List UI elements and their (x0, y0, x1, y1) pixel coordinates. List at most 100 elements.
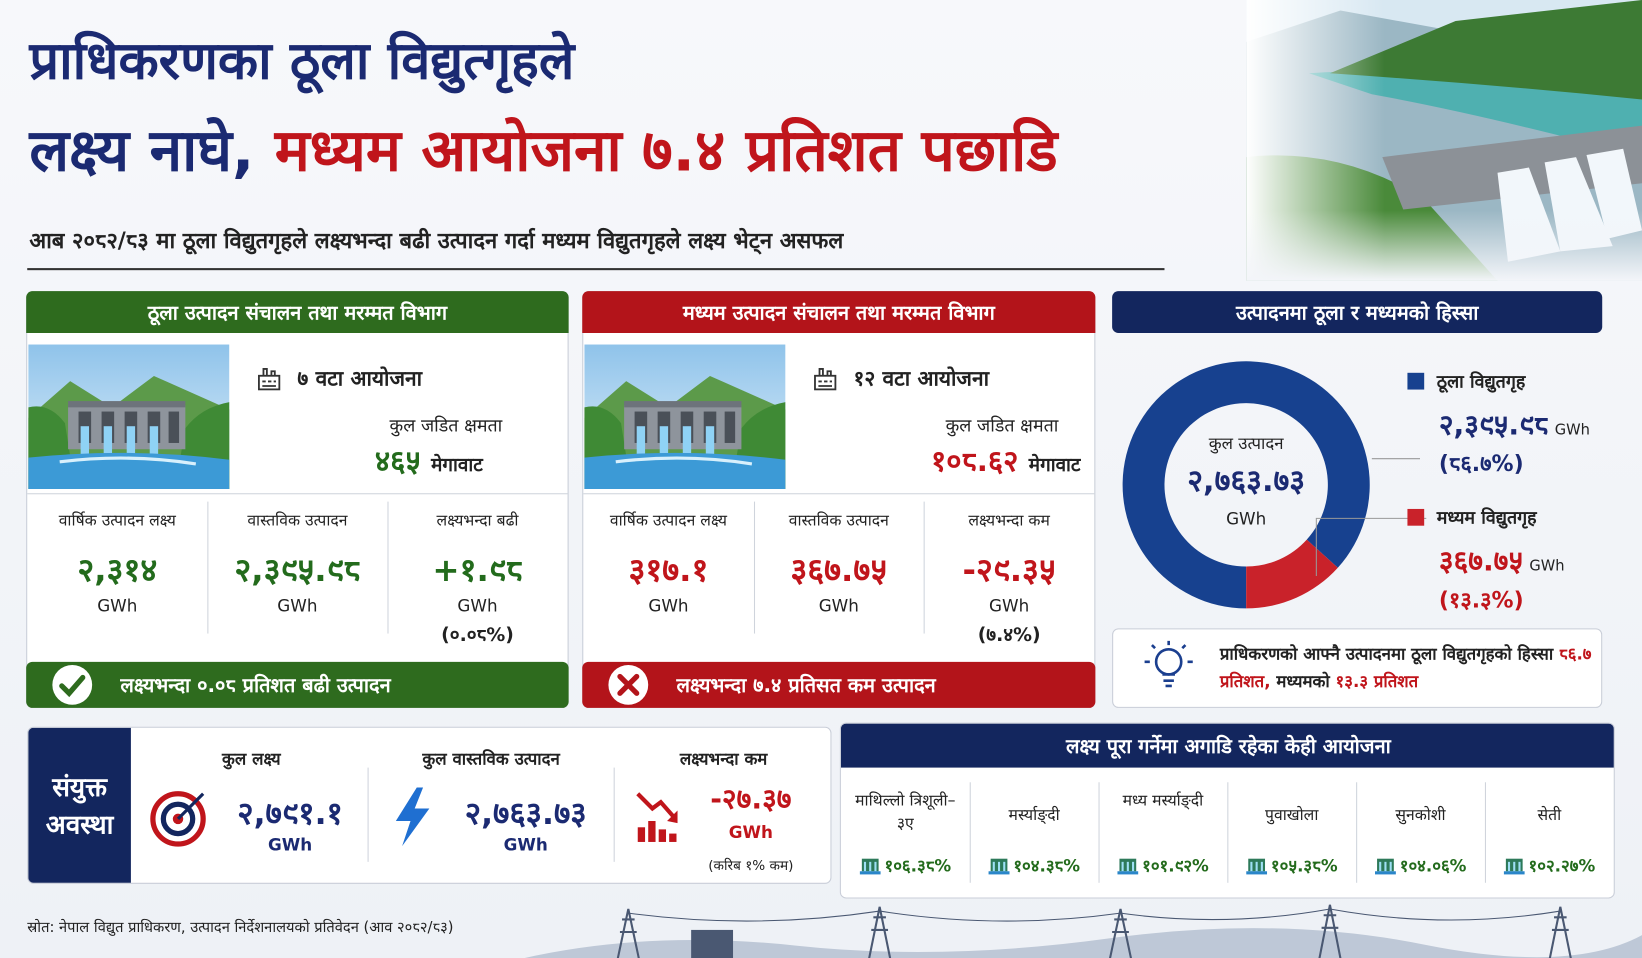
column-separator (1098, 782, 1100, 883)
dam-glyph (1116, 858, 1138, 875)
project-row: १०२.२७% (1485, 853, 1614, 876)
projects-count: ७ वटा आयोजना (297, 365, 423, 391)
center-label: कुल उत्पादन (1209, 433, 1284, 454)
projects-row: १२ वटा आयोजना (812, 363, 989, 391)
item-note: (करिब १% कम) (708, 858, 794, 875)
plant-glyph (814, 367, 837, 390)
capacity-label: कुल जडित क्षमता (945, 415, 1059, 437)
column-separator (207, 501, 209, 634)
amount-unit: GWh (1529, 558, 1564, 575)
legend-label: मध्यम विद्युतगृह (1436, 507, 1538, 530)
dam-glyph (988, 858, 1010, 875)
stat-value: +१.९८ (432, 551, 523, 590)
cross-badge (608, 664, 649, 705)
project-value: १०२.२७% (1528, 855, 1596, 876)
project-name: सेती (1537, 805, 1562, 825)
badge-glyph (617, 673, 640, 696)
project-name: मध्य मर्स्याङ्दी (1122, 790, 1204, 810)
stat-label: वास्तविक उत्पादन (788, 511, 889, 530)
capacity-unit: मेगावाट (431, 454, 483, 477)
stat-unit: GWh (277, 595, 318, 616)
combined-label: संयुक्त अवस्था (28, 727, 131, 883)
legend-swatch (1407, 508, 1425, 526)
dam-icon (988, 858, 1010, 875)
column-separator (969, 782, 971, 883)
stat-unit: GWh (989, 595, 1030, 616)
stat-value: २,३१४ (77, 551, 158, 590)
dam-photo (28, 344, 230, 490)
project-row: १०६.३८% (841, 853, 970, 876)
dam-glyph (1503, 858, 1525, 875)
panel: ठूला उत्पादन संचालन तथा मरम्मत विभाग ७ वट… (26, 291, 569, 708)
panel-footer: लक्ष्यभन्दा ०.०८ प्रतिशत बढी उत्पादन (26, 661, 569, 708)
center-unit: GWh (1226, 509, 1266, 529)
dam-icon (1116, 858, 1138, 875)
stat-note: (७.४%) (977, 624, 1041, 647)
hero-photo (1246, 0, 1642, 281)
capacity-row: ४६५ मेगावाट (375, 441, 483, 481)
footer-text: लक्ष्यभन्दा ७.४ प्रतिसत कम उत्पादन (676, 674, 936, 698)
capacity-value: १०८.६२ (930, 444, 1019, 479)
project-name: माथिल्लो त्रिशूली–३ए (855, 790, 956, 833)
item-value: -२७.३७ (710, 783, 792, 816)
item-label: कुल वास्तविक उत्पादन (422, 748, 560, 769)
project-row: १०१.९२% (1099, 853, 1228, 876)
dam-image (584, 344, 786, 490)
note-part: प्राधिकरणको आफ्नै उत्पादनमा ठूला विद्युत… (1219, 644, 1554, 664)
bulb-icon (1144, 640, 1193, 688)
item-unit: GWh (267, 834, 313, 855)
panel-header: ठूला उत्पादन संचालन तथा मरम्मत विभाग (26, 291, 569, 334)
title-part: लक्ष्य नाघे, (29, 117, 255, 186)
legend-percent: (८६.७%) (1439, 452, 1524, 477)
dam-photo (584, 344, 786, 490)
legend-percent: (१३.३%) (1439, 588, 1524, 613)
plant-icon (258, 367, 281, 390)
note-text: प्राधिकरणको आफ्नै उत्पादनमा ठूला विद्युत… (1220, 641, 1601, 695)
dam-icon (1374, 858, 1396, 875)
share-header: उत्पादनमा ठूला र मध्यमको हिस्सा (1112, 291, 1603, 334)
decline-icon (636, 792, 678, 842)
target-icon (150, 791, 206, 847)
project-name: सुनकोशी (1395, 805, 1446, 825)
column-separator (1227, 782, 1229, 883)
project-value: १०४.०६% (1399, 855, 1467, 876)
item-value: २,७९१.१ (237, 795, 343, 833)
check-badge (52, 664, 93, 705)
capacity-value: ४६५ (374, 444, 421, 479)
project-name: पुवाखोला (1265, 805, 1319, 825)
subtitle: आब २०८२/८३ मा ठूला विद्युतगृहले लक्ष्यभन… (29, 228, 844, 254)
dam-icon (1245, 858, 1267, 875)
pylons (524, 904, 1642, 958)
panel-header: मध्यम उत्पादन संचालन तथा मरम्मत विभाग (582, 291, 1096, 334)
footer-text: लक्ष्यभन्दा ०.०८ प्रतिशत बढी उत्पादन (120, 674, 391, 698)
subtitle-rule (27, 268, 1165, 271)
divider (27, 493, 568, 495)
note-highlight: १३.३ प्रतिशत (1335, 671, 1419, 692)
column-separator (753, 501, 755, 634)
badge-circle (52, 664, 93, 705)
plant-glyph (258, 367, 281, 390)
project-value: १०४.३८% (1013, 855, 1081, 876)
amount-value: २,३९५.९८ (1439, 409, 1549, 442)
combined-box: संयुक्त अवस्था कुल लक्ष्य २,७९१.१ GWh कुल व… (27, 726, 832, 884)
stat-label: वार्षिक उत्पादन लक्ष्य (58, 511, 176, 530)
column-separator (923, 501, 926, 634)
stat-unit: GWh (457, 595, 498, 616)
dam-glyph (1374, 858, 1396, 875)
item-label: लक्ष्यभन्दा कम (679, 748, 768, 769)
panel-footer: लक्ष्यभन्दा ७.४ प्रतिसत कम उत्पादन (582, 661, 1096, 708)
project-row: १०५.३८% (1227, 853, 1356, 876)
leaders-header: लक्ष्य पूरा गर्नेमा अगाडि रहेका केही आयो… (840, 723, 1614, 768)
amount-unit: GWh (1555, 422, 1590, 439)
panel: मध्यम उत्पादन संचालन तथा मरम्मत विभाग १२ … (582, 291, 1096, 708)
divider (583, 493, 1095, 495)
stat-value: ३६७.७५ (790, 551, 888, 590)
projects-count: १२ वटा आयोजना (853, 365, 990, 391)
donut-chart: कुल उत्पादन २,७६३.७३ GWh ठूला विद्युतगृह २,३… (1122, 361, 1590, 613)
item-label: कुल लक्ष्य (222, 748, 281, 769)
stat-unit: GWh (648, 595, 689, 616)
stat-label: वास्तविक उत्पादन (247, 511, 348, 530)
column-separator (1356, 782, 1358, 883)
leaders-box: लक्ष्य पूरा गर्नेमा अगाडि रहेका केही आयो… (839, 722, 1615, 899)
